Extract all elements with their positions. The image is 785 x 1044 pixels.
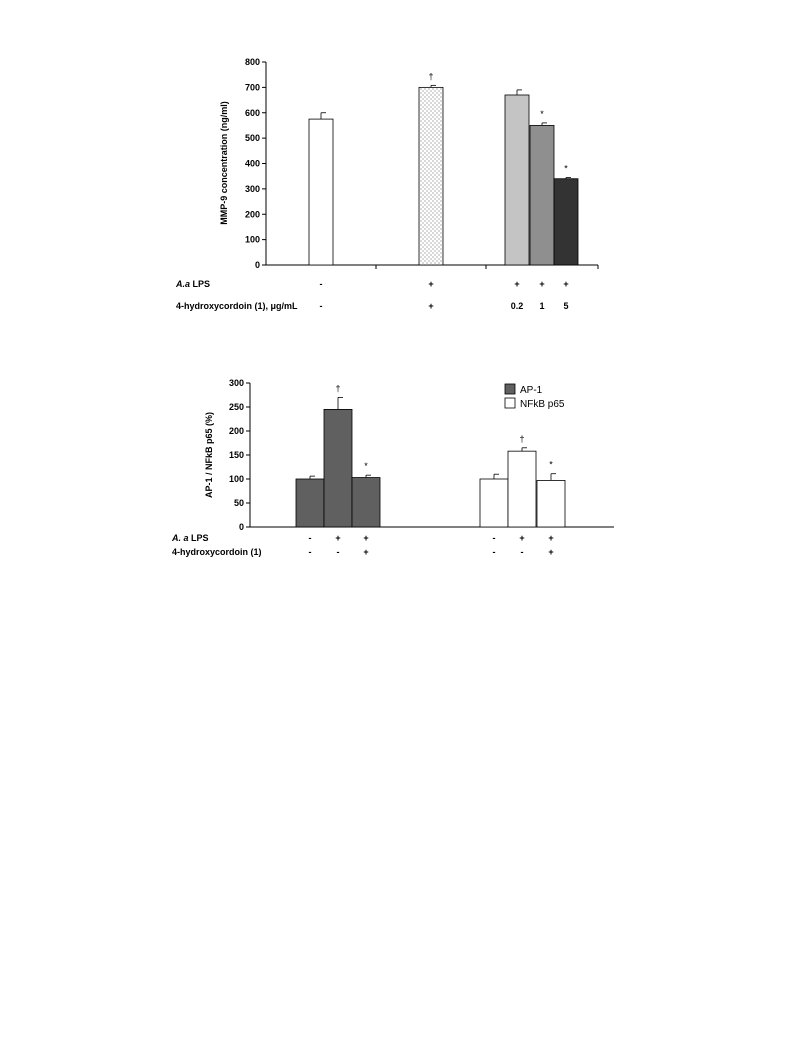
c1-row-value: 1: [539, 301, 544, 311]
c1-row-label-rest: LPS: [190, 279, 210, 289]
c1-bars: † * *: [308, 71, 579, 266]
c1-y-tick-label: 200: [245, 209, 260, 219]
c2-y-tick-label: 300: [229, 378, 244, 388]
c1-row-value: 0.2: [511, 301, 524, 311]
c2-row-value: -: [337, 547, 340, 557]
ap1-nfkb-chart: AP-1 / NFkB p65 (%) 0 50 100 150 200 250 300 †…: [171, 378, 614, 557]
c2-y-tick-label: 100: [229, 474, 244, 484]
c2-bar: [507, 450, 537, 528]
c2-row-label: A. a LPS: [171, 533, 209, 543]
c2-legend-swatch: [504, 397, 516, 409]
c1-row-value: +: [428, 301, 433, 311]
c1-row-label-italic: A.a: [175, 279, 190, 289]
c1-bar: [553, 178, 579, 266]
c2-legend: AP-1 NFkB p65: [504, 383, 565, 410]
c1-row-label: 4-hydroxycordoin (1), μg/mL: [176, 301, 298, 311]
c1-row-value: -: [320, 279, 323, 289]
c2-y-tick-label: 150: [229, 450, 244, 460]
c2-row-value: +: [335, 533, 340, 543]
c2-y-tick-label: 50: [234, 498, 244, 508]
c1-significance-mark: †: [428, 71, 433, 81]
c2-bar: [295, 478, 325, 528]
c1-row-value: +: [514, 279, 519, 289]
c2-significance-mark: *: [549, 460, 553, 470]
c1-condition-rows: A.a LPS - + + + +4-hydroxycordoin (1), μg/mL -…: [175, 279, 569, 311]
c2-row-value: +: [548, 533, 553, 543]
c2-bars: † * † *: [295, 383, 566, 528]
c1-y-tick-label: 100: [245, 235, 260, 245]
c2-row-value: -: [493, 533, 496, 543]
c2-significance-mark: *: [364, 461, 368, 471]
mmp9-chart: MMP-9 concentration (ng/ml) 0 100 200 300 40…: [175, 57, 599, 311]
c1-y-tick-label: 400: [245, 159, 260, 169]
c2-row-label: 4-hydroxycordoin (1): [172, 547, 262, 557]
c2-row-label-italic: A. a: [171, 533, 189, 543]
c2-significance-mark: †: [335, 383, 340, 393]
c2-row-value: +: [548, 547, 553, 557]
c1-row-value: +: [428, 279, 433, 289]
c1-bar: [308, 118, 334, 266]
c1-significance-mark: *: [540, 109, 544, 119]
c2-row-value: -: [521, 547, 524, 557]
c1-significance-mark: *: [564, 163, 568, 173]
c2-bar: [536, 480, 566, 528]
c2-bar: [351, 477, 381, 528]
c1-row-value: -: [320, 301, 323, 311]
c1-y-tick-label: 700: [245, 82, 260, 92]
c2-y-ticks: 0 50 100 150 200 250 300: [229, 378, 250, 532]
c1-y-tick-label: 800: [245, 57, 260, 67]
c1-y-tick-label: 600: [245, 108, 260, 118]
c2-row-label-rest: LPS: [189, 533, 209, 543]
c2-row-value: -: [493, 547, 496, 557]
c1-row-value: +: [563, 279, 568, 289]
c2-row-value: -: [309, 547, 312, 557]
c1-y-ticks: 0 100 200 300 400 500 600 700 800: [245, 57, 599, 270]
c2-row-value: +: [363, 547, 368, 557]
c1-row-value: +: [539, 279, 544, 289]
c2-legend-swatch: [504, 383, 516, 395]
c2-bar: [323, 408, 353, 528]
c2-legend-label: AP-1: [520, 385, 543, 396]
c1-y-label: MMP-9 concentration (ng/ml): [219, 101, 229, 225]
c2-row-value: -: [309, 533, 312, 543]
c1-row-value: 5: [563, 301, 568, 311]
c2-y-tick-label: 250: [229, 402, 244, 412]
c2-condition-rows: A. a LPS - + + - + +4-hydroxycordoin (1) - - + - - +: [171, 533, 554, 557]
c1-y-tick-label: 500: [245, 133, 260, 143]
c2-y-tick-label: 0: [239, 522, 244, 532]
c1-y-tick-label: 300: [245, 184, 260, 194]
c2-row-value: +: [519, 533, 524, 543]
c1-y-tick-label: 0: [255, 260, 260, 270]
c1-bar: [418, 86, 444, 266]
c1-bar: [504, 94, 530, 266]
c1-bar: [529, 125, 555, 266]
c2-bar: [479, 478, 509, 528]
c2-legend-label: NFkB p65: [520, 399, 565, 410]
c2-y-label: AP-1 / NFkB p65 (%): [204, 412, 214, 498]
c2-significance-mark: †: [519, 434, 524, 444]
c2-y-tick-label: 200: [229, 426, 244, 436]
c1-row-label: A.a LPS: [175, 279, 210, 289]
c2-row-value: +: [363, 533, 368, 543]
